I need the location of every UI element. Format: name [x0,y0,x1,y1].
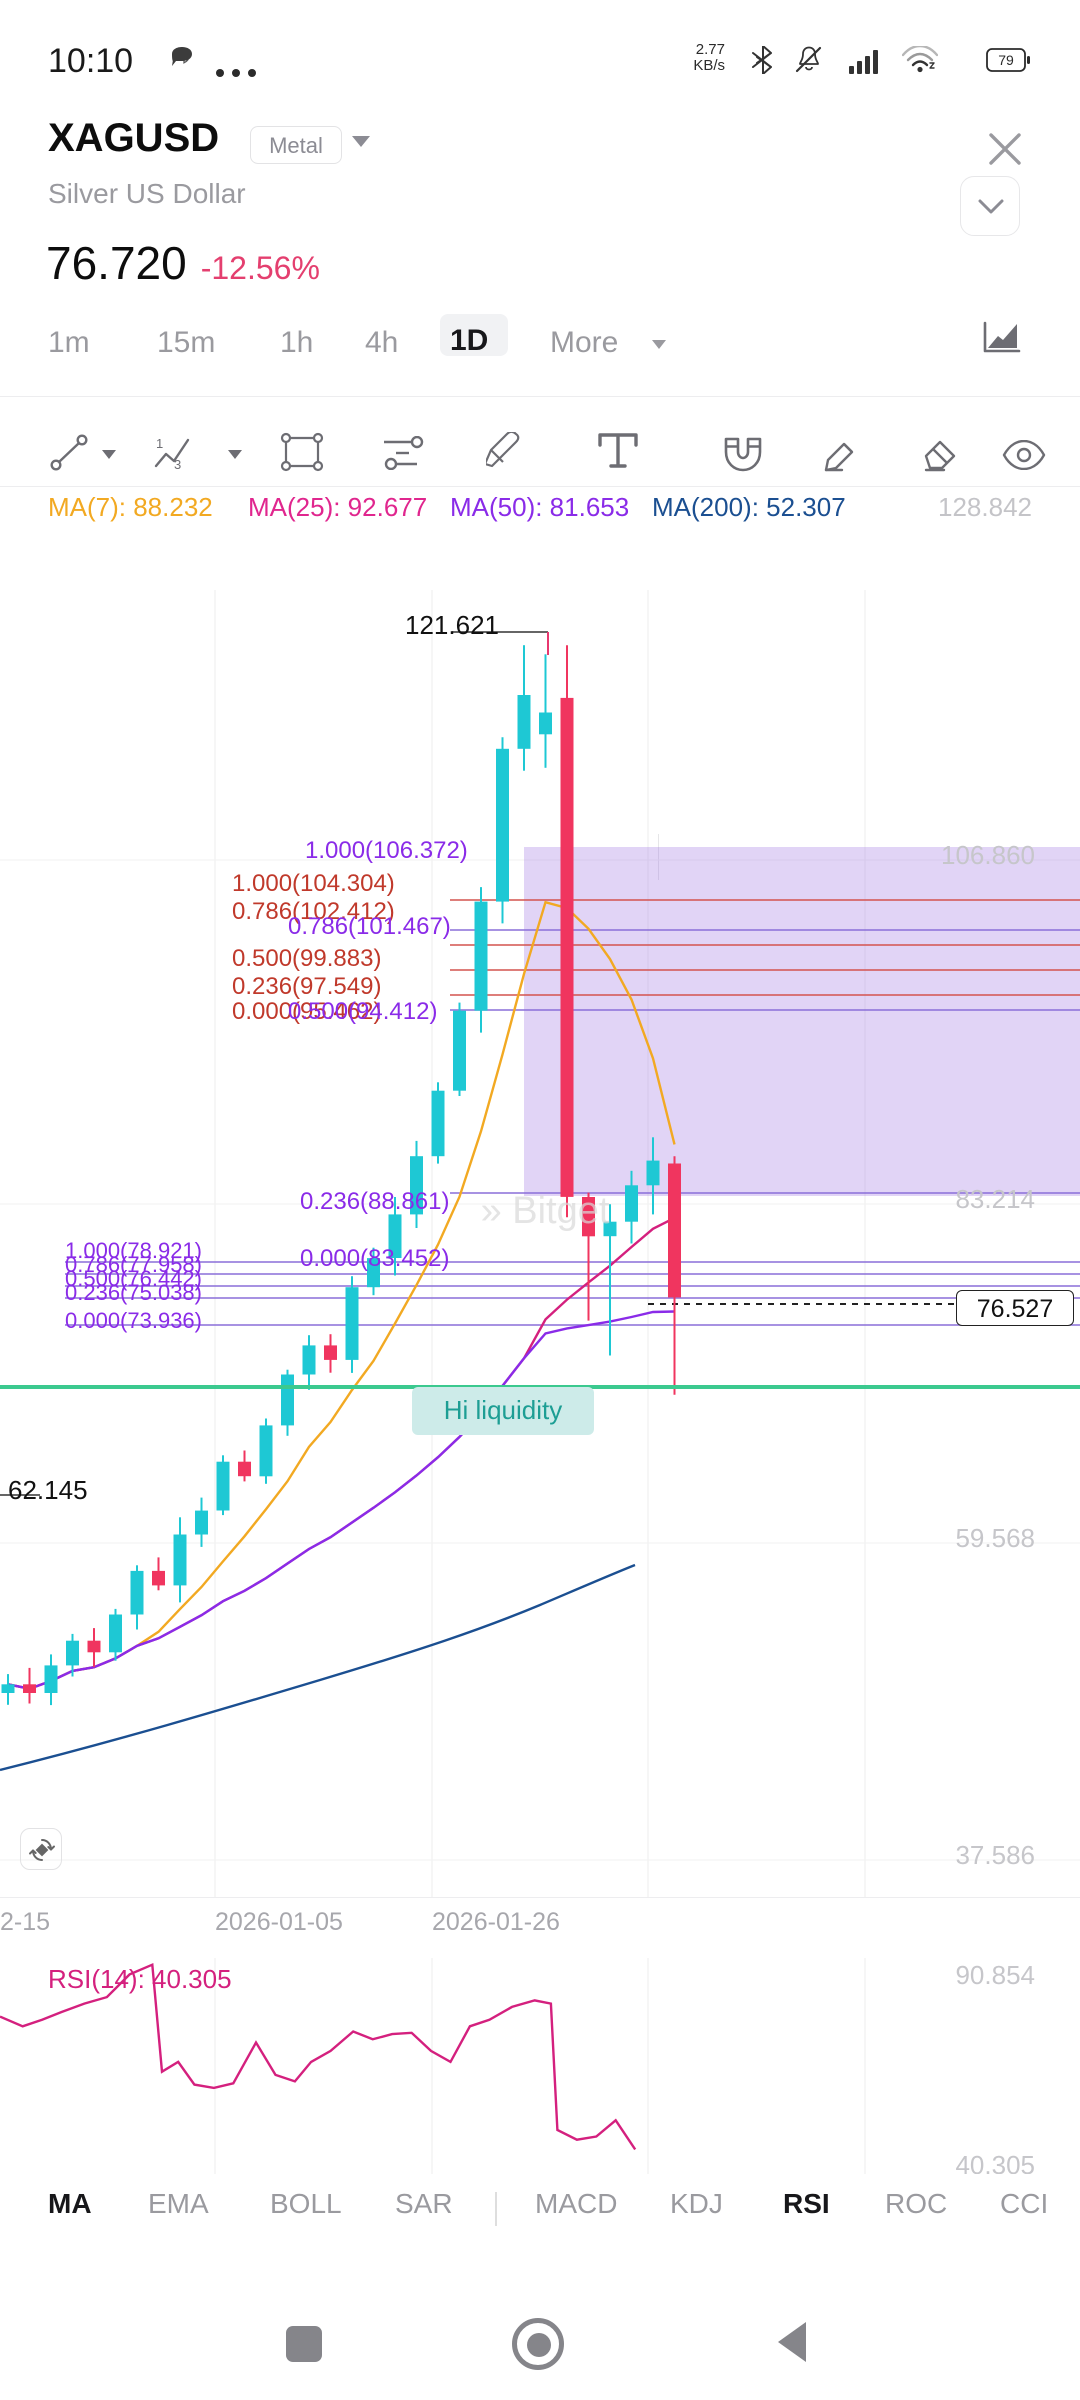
svg-text:3: 3 [174,457,181,470]
svg-text:Hi liquidity: Hi liquidity [444,1395,563,1425]
svg-text:1: 1 [156,436,163,451]
svg-text:» Bitget: » Bitget [481,1190,610,1232]
svg-text:79: 79 [998,52,1014,68]
